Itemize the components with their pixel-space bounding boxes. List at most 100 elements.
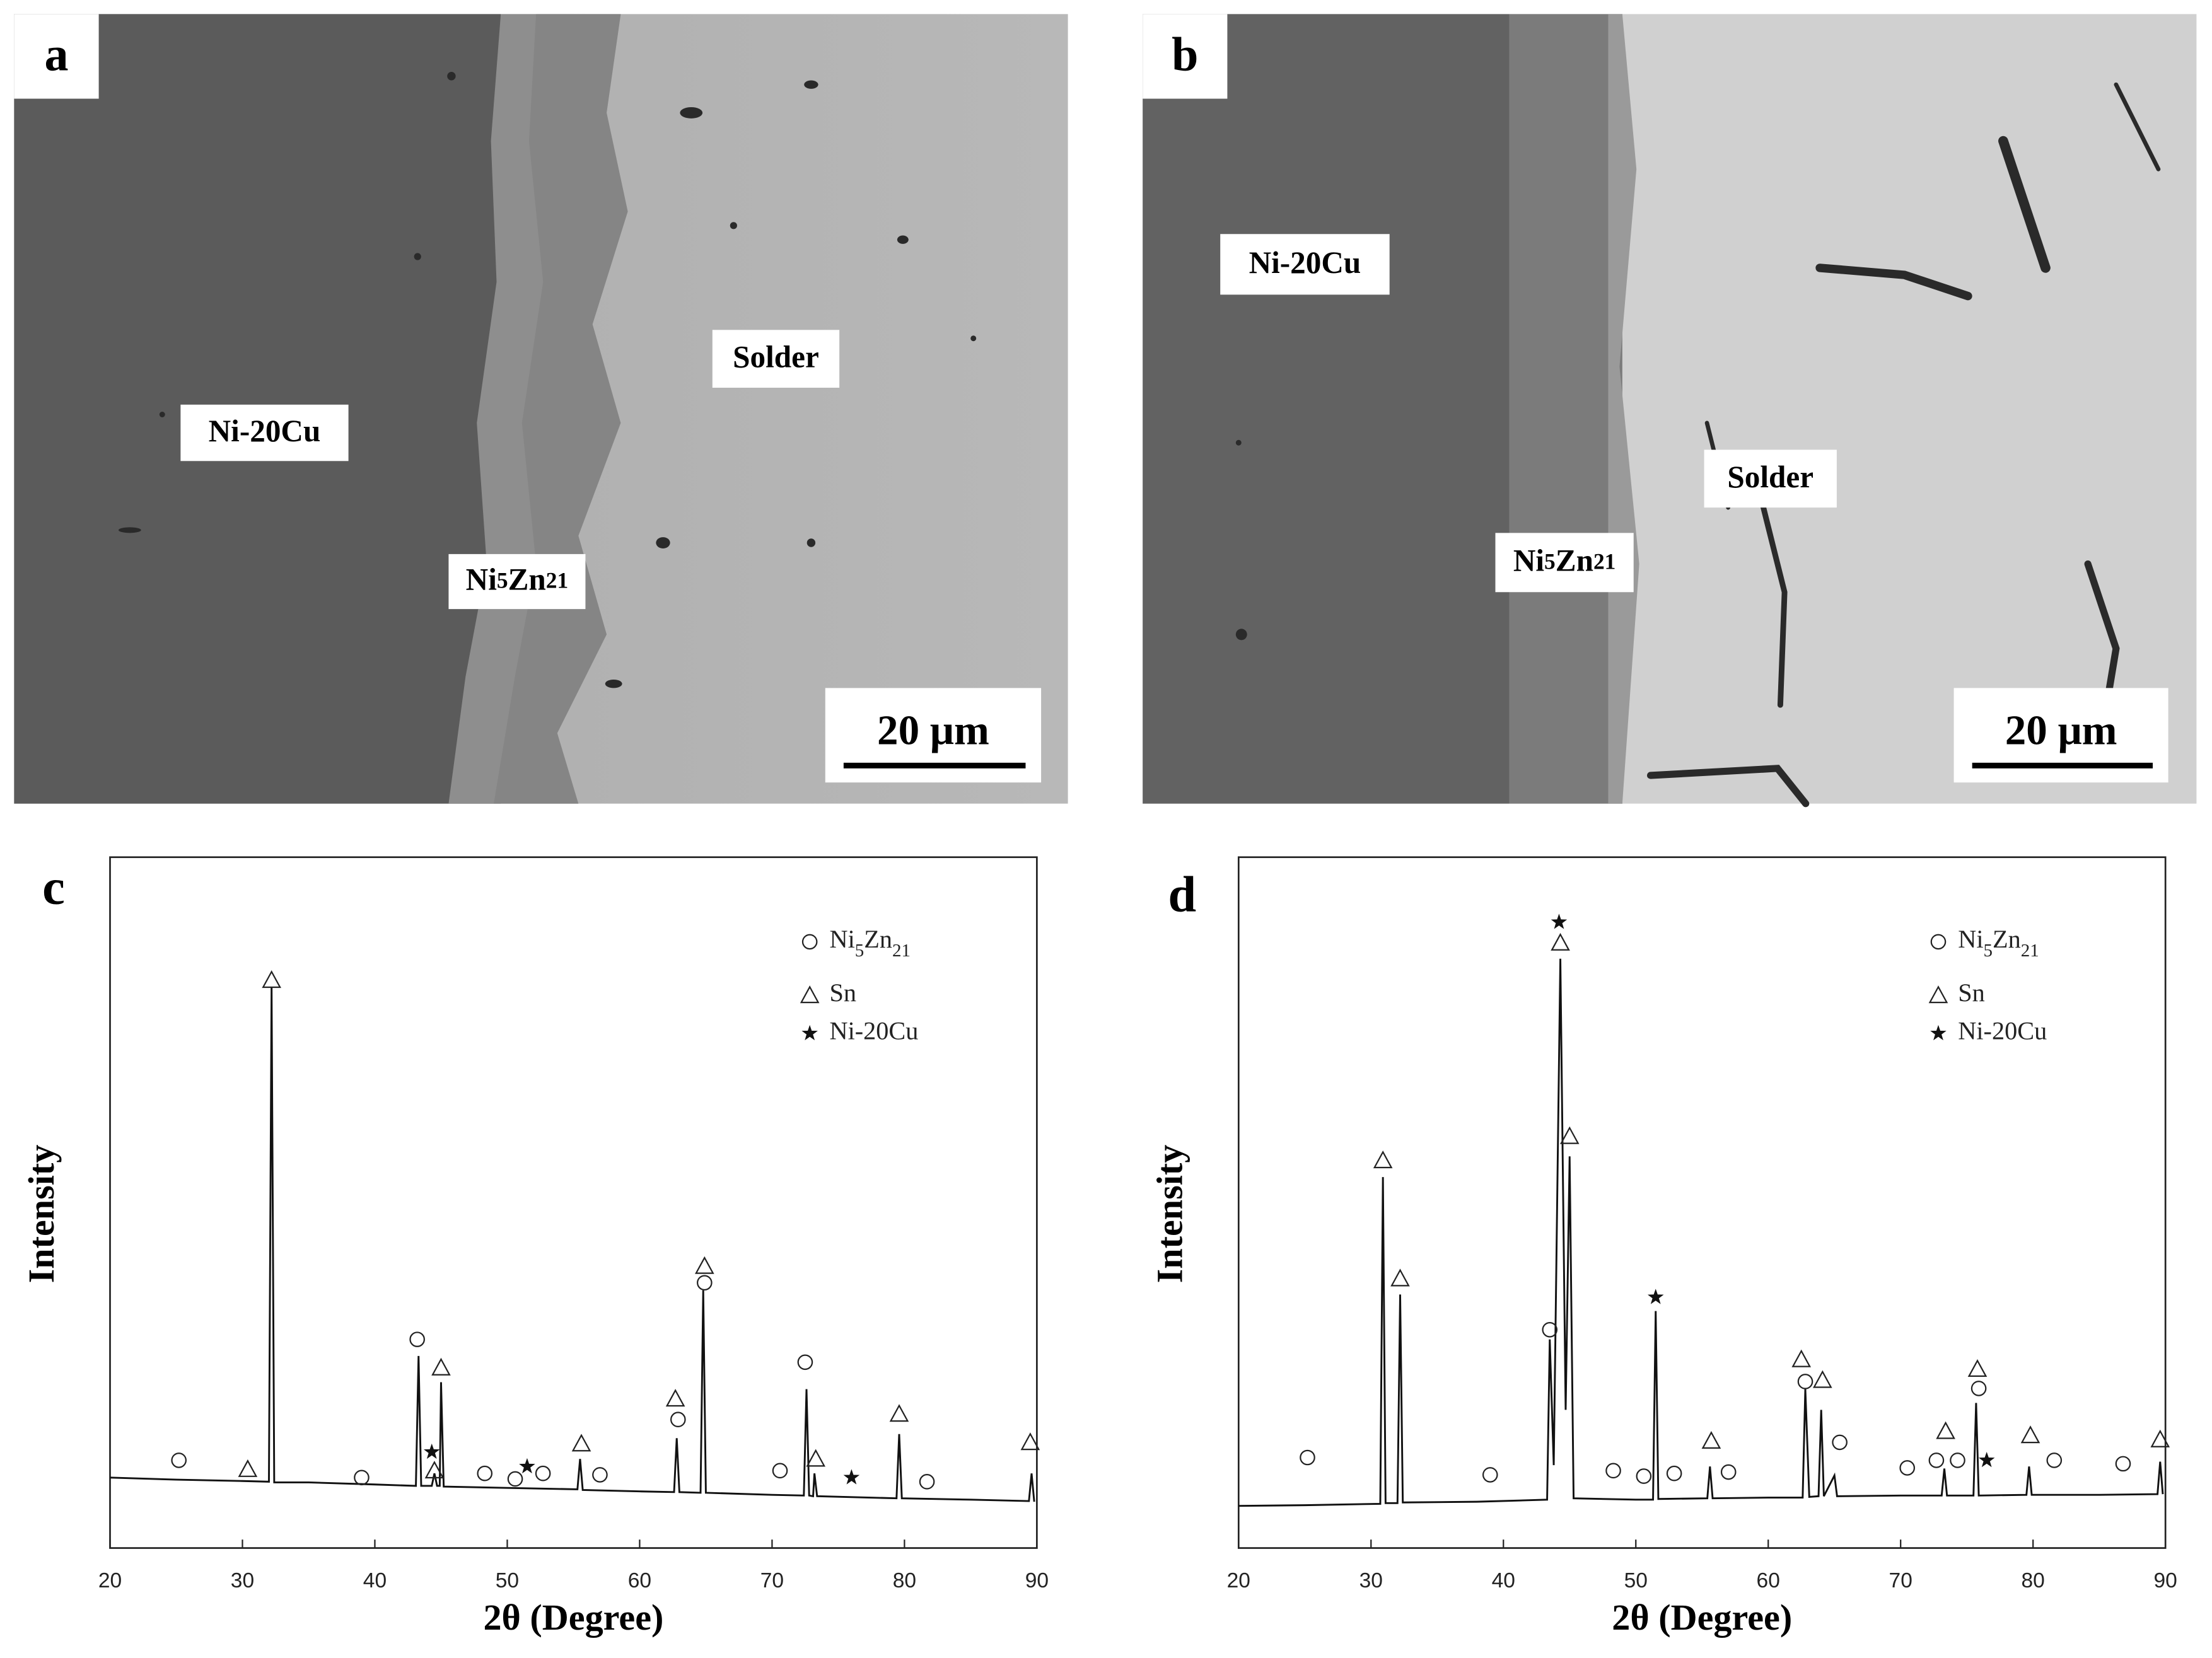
phase-marker [1605,1463,1621,1479]
x-tick-label: 50 [1624,1569,1648,1592]
phase-marker [797,1354,813,1371]
y-axis-label: Intensity [21,1145,62,1284]
phase-marker [1701,1430,1721,1449]
x-tick-label: 40 [1492,1569,1515,1592]
phase-marker [1928,1452,1945,1468]
annotation: Ni-20Cu [1249,245,1361,280]
legend-label: Ni-20Cu [1958,1017,2047,1045]
phase-marker [431,1357,451,1376]
phase-marker [571,1434,591,1452]
phase-marker [1797,1374,1813,1389]
phase-marker [1832,1434,1848,1451]
annotation: Solder [1727,460,1813,494]
phase-marker [843,1469,860,1485]
legend-symbol [801,1024,818,1041]
phase-marker [2115,1456,2131,1472]
phase-marker [2020,1425,2040,1444]
x-tick-label: 50 [496,1569,519,1592]
panel-label-box [1143,14,1228,99]
panel-label: d [1168,866,1196,922]
phase-marker [1967,1359,1988,1377]
x-tick-label: 80 [2022,1569,2045,1592]
phase-marker [424,1443,440,1459]
x-tick-label: 90 [1025,1569,1049,1592]
annotation-box [712,330,840,388]
legend-label: Ni5Zn21 [1958,925,2039,960]
x-tick-label: 20 [1227,1569,1250,1592]
x-axis-label: 2θ (Degree) [1612,1597,1792,1638]
phase-marker [2046,1452,2063,1468]
annotation-box [1704,449,1837,508]
phase-marker [1899,1460,1916,1476]
xrd-pattern [1238,958,2164,1507]
legend-symbol [1930,934,1947,950]
annotation: Solder [733,340,819,374]
legend-label: Sn [1958,978,1985,1007]
sem-image-b [1143,14,2197,808]
phase-marker [665,1389,685,1407]
phase-marker [1551,932,1570,951]
y-axis-label: Intensity [1150,1145,1190,1284]
phase-marker [1666,1465,1682,1481]
annotation: Ni5Zn21 [1513,543,1616,578]
phase-marker [1936,1421,1955,1439]
phase-marker [1636,1468,1652,1484]
legend-label: Sn [830,978,857,1007]
phase-marker [477,1465,493,1481]
phase-marker [1813,1370,1832,1388]
phase-marker [1978,1451,1995,1468]
phase-marker [409,1331,425,1347]
x-tick-label: 30 [1359,1569,1383,1592]
phase-marker [354,1470,370,1486]
x-tick-label: 40 [363,1569,387,1592]
phase-marker [507,1471,523,1487]
legend-symbol [801,934,818,950]
phase-marker [1300,1449,1315,1466]
x-tick-label: 70 [1889,1569,1912,1592]
legend-symbol [1928,985,1948,1004]
legend-symbol [800,985,820,1004]
panel-label: a [44,28,68,81]
phase-marker [889,1404,909,1422]
phase-marker [424,1461,445,1479]
phase-marker [1551,913,1568,929]
panel-label-box [14,14,99,99]
phase-marker [772,1463,788,1479]
phase-marker [697,1275,713,1291]
legend-label: Ni-20Cu [830,1017,919,1045]
phase-marker [1482,1467,1498,1483]
annotation: Ni-20Cu [209,414,321,448]
x-tick-label: 30 [231,1569,254,1592]
phase-marker [1720,1464,1737,1480]
phase-marker [1542,1321,1558,1338]
annotation-box [1220,234,1390,295]
phase-marker [262,970,281,988]
annotation: Ni5Zn21 [466,562,569,597]
annotation-box [448,554,586,610]
xrd-pattern [110,987,1035,1502]
phase-marker [1950,1452,1965,1468]
phase-marker [519,1458,535,1474]
x-axis-label: 2θ (Degree) [483,1597,663,1638]
phase-marker [1390,1268,1410,1287]
x-tick-label: 80 [893,1569,916,1592]
phase-marker [171,1452,187,1468]
sem-image-a [14,14,1068,804]
x-tick-label: 20 [98,1569,122,1592]
phase-marker [1373,1151,1393,1169]
scale-bar-label: 20 μm [2005,707,2117,754]
phase-marker [1647,1289,1664,1304]
scale-bar-label: 20 μm [877,707,989,754]
phase-marker [1559,1126,1580,1144]
phase-marker [670,1412,686,1428]
x-tick-label: 60 [628,1569,651,1592]
phase-marker [238,1459,258,1477]
phase-marker [806,1449,826,1467]
x-tick-label: 60 [1757,1569,1780,1592]
phase-marker [695,1256,714,1274]
phase-marker [592,1467,608,1483]
phase-marker [1020,1432,1040,1451]
phase-marker [1791,1349,1812,1367]
